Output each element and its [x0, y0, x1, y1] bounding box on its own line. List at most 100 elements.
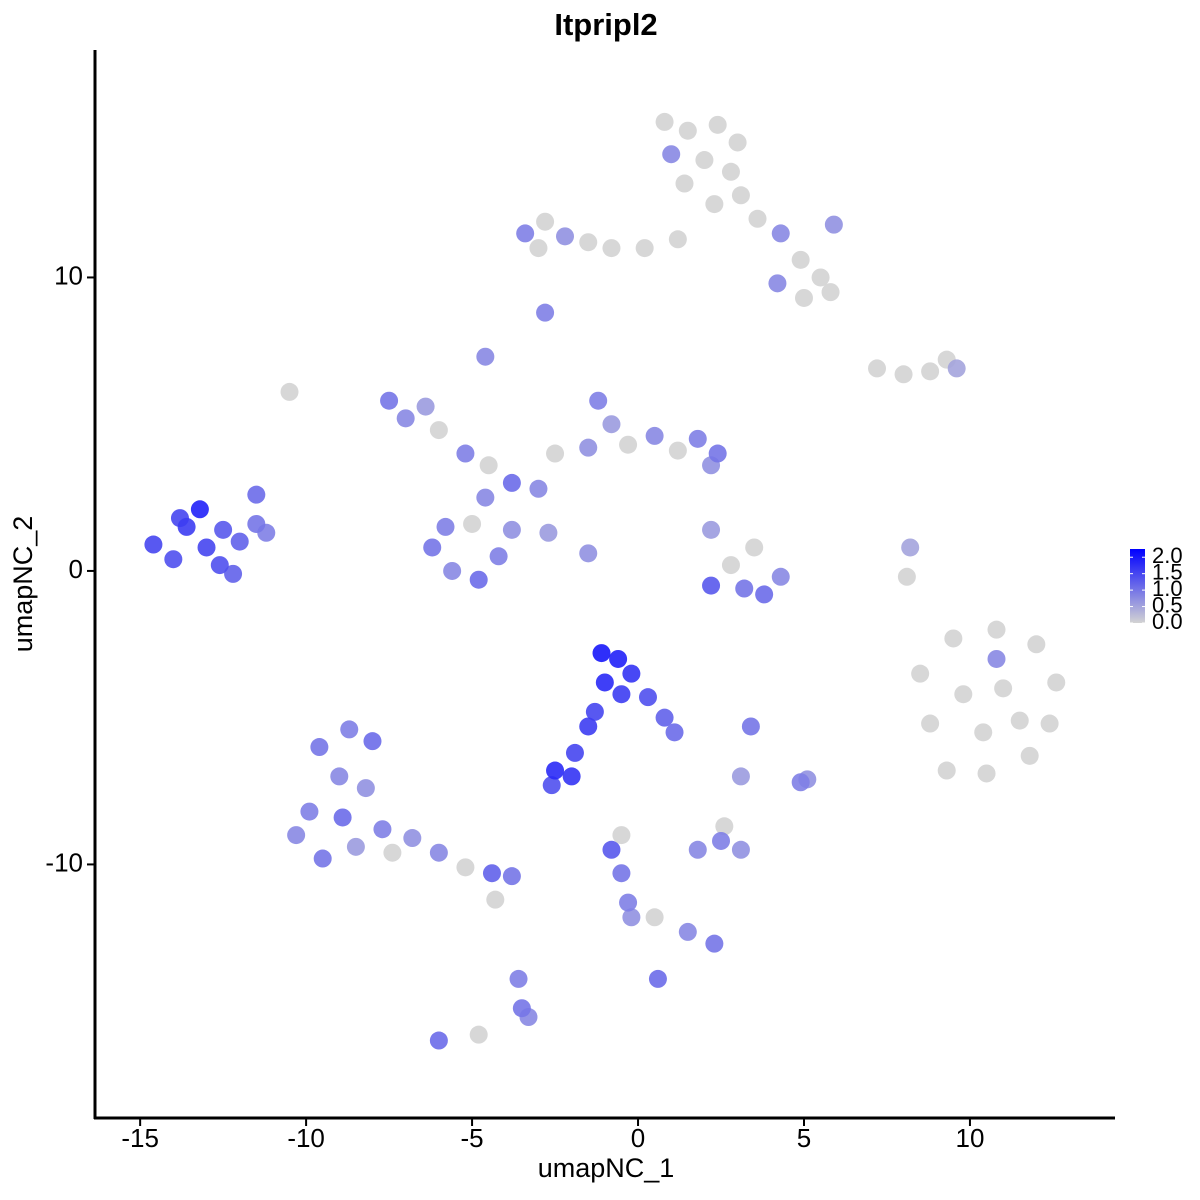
- point: [456, 444, 475, 463]
- point: [280, 382, 299, 401]
- point: [595, 673, 614, 692]
- point: [745, 538, 764, 557]
- y-axis-title: umapNC_2: [8, 516, 38, 653]
- point: [529, 479, 548, 498]
- point: [346, 837, 365, 856]
- point: [708, 115, 727, 134]
- colorbar-label: 1.5: [1152, 559, 1183, 584]
- point: [728, 133, 747, 152]
- point: [463, 514, 482, 533]
- point: [821, 283, 840, 302]
- point: [811, 268, 830, 287]
- point: [164, 550, 183, 569]
- point: [987, 649, 1006, 668]
- point: [469, 1025, 488, 1044]
- point: [937, 761, 956, 780]
- x-axis-title: umapNC_1: [538, 1153, 675, 1183]
- point: [579, 717, 598, 736]
- point: [190, 500, 209, 519]
- point: [197, 538, 216, 557]
- point: [489, 547, 508, 566]
- point: [622, 908, 641, 927]
- point: [300, 802, 319, 821]
- point: [363, 732, 382, 751]
- colorbar-label: 0.5: [1152, 592, 1183, 617]
- point: [954, 685, 973, 704]
- point: [731, 767, 750, 786]
- point: [509, 969, 528, 988]
- point: [668, 441, 687, 460]
- point: [502, 867, 521, 886]
- point: [771, 567, 790, 586]
- point: [210, 556, 229, 575]
- point: [144, 535, 163, 554]
- point: [429, 1031, 448, 1050]
- point: [695, 151, 714, 170]
- point: [542, 776, 561, 795]
- point: [313, 849, 332, 868]
- point: [416, 397, 435, 416]
- point: [612, 864, 631, 883]
- point: [310, 738, 329, 757]
- point: [224, 564, 243, 583]
- point: [247, 514, 266, 533]
- point: [635, 239, 654, 258]
- point: [741, 717, 760, 736]
- point: [947, 359, 966, 378]
- points: [144, 112, 1066, 1050]
- point: [333, 808, 352, 827]
- x-tick-label: 10: [955, 1123, 984, 1153]
- point: [678, 121, 697, 140]
- point: [994, 679, 1013, 698]
- point: [665, 723, 684, 742]
- point: [380, 391, 399, 410]
- point: [911, 664, 930, 683]
- point: [529, 239, 548, 258]
- point: [921, 714, 940, 733]
- point: [602, 239, 621, 258]
- point: [944, 629, 963, 648]
- point: [897, 567, 916, 586]
- point: [655, 112, 674, 131]
- point: [546, 761, 565, 780]
- point: [423, 538, 442, 557]
- point: [502, 473, 521, 492]
- point: [721, 162, 740, 181]
- point: [612, 826, 631, 845]
- y-tick-label: 10: [54, 260, 83, 290]
- point: [894, 365, 913, 384]
- point: [340, 720, 359, 739]
- point: [592, 644, 611, 663]
- colorbar: [1130, 549, 1145, 623]
- point: [373, 820, 392, 839]
- x-tick-label: -15: [121, 1123, 159, 1153]
- point: [619, 435, 638, 454]
- point: [868, 359, 887, 378]
- point: [1047, 673, 1066, 692]
- point: [356, 779, 375, 798]
- point: [1020, 746, 1039, 765]
- point: [539, 523, 558, 542]
- point: [731, 840, 750, 859]
- point: [977, 764, 996, 783]
- point: [589, 391, 608, 410]
- point: [516, 224, 535, 243]
- point: [536, 303, 555, 322]
- point: [565, 743, 584, 762]
- colorbar-label: 2.0: [1152, 543, 1183, 568]
- x-tick-label: -10: [287, 1123, 325, 1153]
- point: [668, 230, 687, 249]
- point: [330, 767, 349, 786]
- point: [662, 145, 681, 164]
- point: [901, 538, 920, 557]
- point: [502, 520, 521, 539]
- point: [731, 186, 750, 205]
- point: [456, 858, 475, 877]
- point: [987, 620, 1006, 639]
- point: [638, 688, 657, 707]
- point: [536, 212, 555, 231]
- point: [602, 415, 621, 434]
- point: [230, 532, 249, 551]
- point: [476, 347, 495, 366]
- point: [748, 209, 767, 228]
